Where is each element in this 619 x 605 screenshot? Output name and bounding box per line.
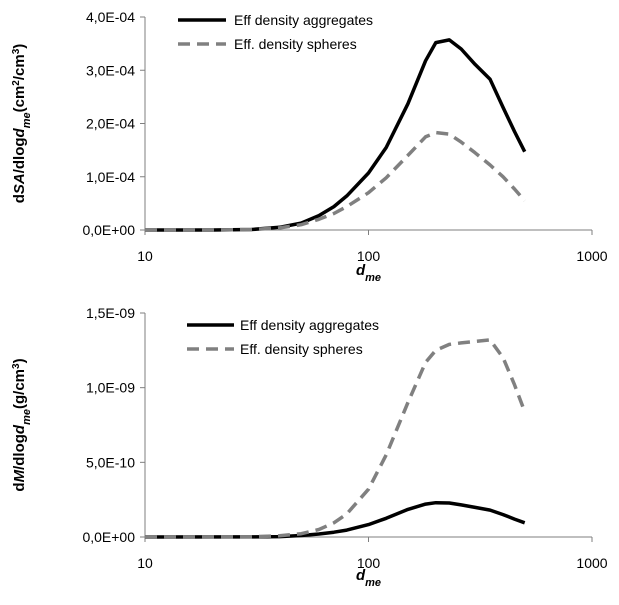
y-tick-label: 0,0E+00 bbox=[82, 222, 135, 238]
y-tick-label: 1,0E-04 bbox=[86, 169, 135, 185]
legend-label: Eff density aggregates bbox=[234, 12, 373, 28]
y-axis-label: dSA/dlogdme(cm2/cm3) bbox=[11, 44, 34, 204]
x-tick-label: 1000 bbox=[576, 555, 607, 571]
chart-surface-area: 0,0E+00 1,0E-04 2,0E-04 3,0E-04 4,0E-04 10 100… bbox=[11, 9, 608, 284]
x-axis-label: dme bbox=[356, 567, 381, 589]
y-tick-label: 1,0E-09 bbox=[86, 380, 135, 396]
series-line-aggregates bbox=[145, 38, 527, 232]
y-tick-label: 4,0E-04 bbox=[86, 9, 135, 25]
legend-label: Eff. density spheres bbox=[240, 341, 363, 357]
series-line-spheres bbox=[145, 130, 527, 232]
legend-label: Eff. density spheres bbox=[234, 36, 357, 52]
x-axis-label: dme bbox=[356, 262, 381, 284]
y-tick-label: 3,0E-04 bbox=[86, 62, 135, 78]
y-tick-label: 0,0E+00 bbox=[82, 529, 135, 545]
series-line-aggregates bbox=[144, 500, 526, 539]
chart-mass: 0,0E+00 5,0E-10 1,0E-09 1,5E-09 10 100 1000 dme… bbox=[11, 305, 608, 589]
x-tick-label: 10 bbox=[137, 248, 153, 264]
y-tick-label: 1,5E-09 bbox=[86, 305, 135, 321]
x-tick-label: 100 bbox=[357, 555, 381, 571]
y-tick-label: 2,0E-04 bbox=[86, 116, 135, 132]
x-tick-label: 1000 bbox=[576, 248, 607, 264]
x-tick-label: 10 bbox=[137, 555, 153, 571]
y-tick-label: 5,0E-10 bbox=[86, 454, 135, 470]
series-line-spheres bbox=[144, 338, 527, 539]
y-axis-label: dM/dlogdme(g/cm3) bbox=[11, 358, 34, 491]
x-tick-label: 100 bbox=[357, 248, 381, 264]
legend-label: Eff density aggregates bbox=[240, 317, 379, 333]
